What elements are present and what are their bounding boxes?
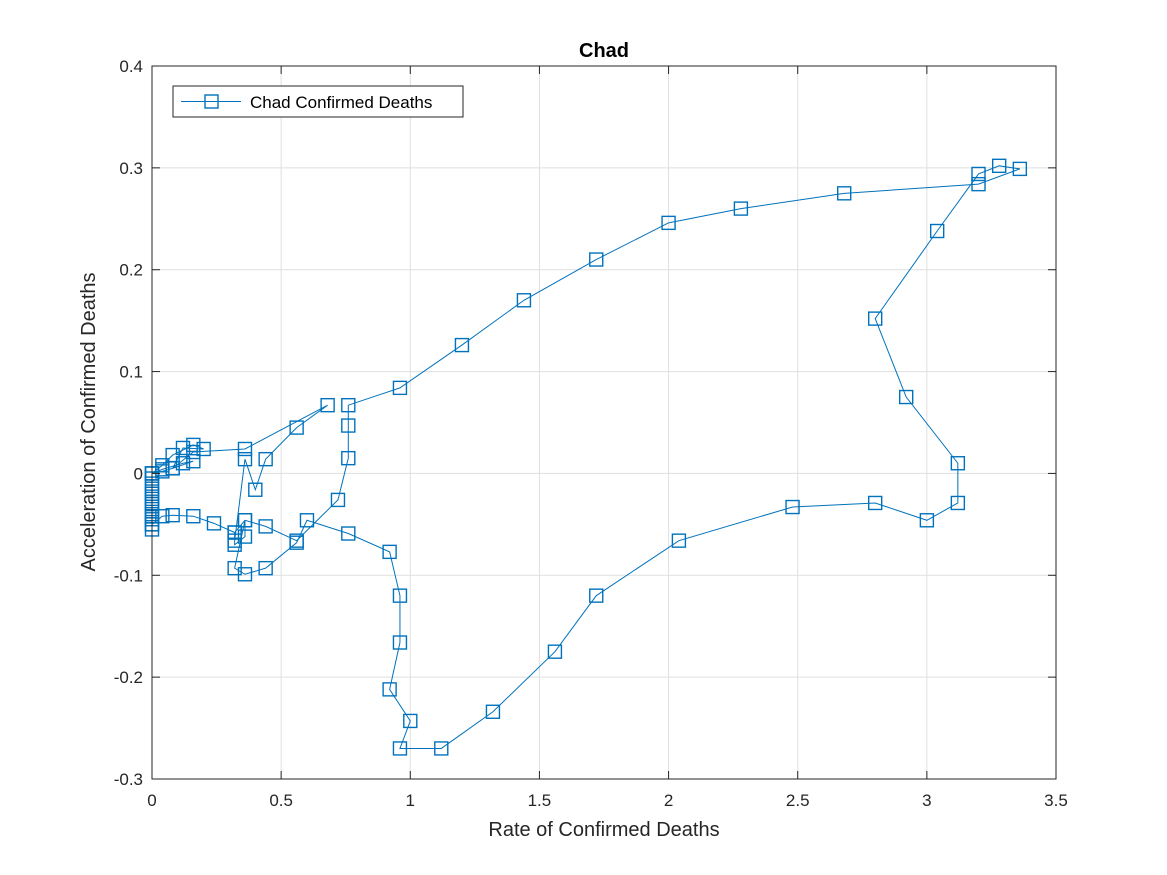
data-point: [186, 454, 201, 469]
data-point: [186, 444, 201, 460]
y-tick-label: 0.2: [119, 261, 143, 280]
data-point: [929, 223, 945, 239]
x-tick-label: 2.5: [786, 791, 810, 810]
data-point: [785, 499, 800, 515]
data-point: [175, 456, 191, 471]
data-point: [403, 713, 418, 729]
y-tick-label: 0.4: [119, 57, 143, 76]
data-point: [258, 519, 273, 534]
data-point: [330, 492, 346, 508]
data-point: [1012, 161, 1028, 177]
data-point: [589, 252, 604, 267]
data-point: [547, 644, 563, 659]
x-tick-label: 0: [147, 791, 156, 810]
data-point: [392, 588, 408, 603]
data-point: [733, 201, 749, 216]
data-point: [299, 513, 315, 528]
data-point: [165, 507, 180, 523]
data-point: [837, 186, 852, 201]
data-point: [341, 450, 356, 466]
legend-marker-sample: [204, 94, 219, 109]
y-tick-label: -0.1: [114, 566, 143, 585]
data-point: [392, 635, 408, 650]
data-point: [392, 741, 408, 756]
data-point: [919, 513, 935, 528]
axes-box: [151, 65, 1057, 780]
data-point: [237, 567, 253, 582]
data-point: [258, 451, 273, 467]
data-point: [341, 418, 356, 433]
data-point: [392, 380, 408, 396]
data-point: [971, 166, 986, 182]
data-point: [868, 495, 883, 511]
data-point: [165, 461, 180, 476]
data-point: [341, 397, 356, 413]
data-point: [320, 397, 335, 413]
x-tick-label: 1.5: [528, 791, 552, 810]
data-point: [237, 441, 253, 457]
x-axis-label: Rate of Confirmed Deaths: [488, 819, 719, 841]
y-tick-label: 0: [134, 464, 143, 483]
y-tick-label: 0.3: [119, 159, 143, 178]
data-point: [155, 464, 170, 479]
tick-labels: 0 0.5 1 1.5 2 2.5 3 3.5 -0.3 -0.2 -0.1 0 0.1 0.2 0.3 0.…: [114, 57, 1068, 810]
legend: Chad Confirmed Deaths: [172, 85, 464, 118]
data-point: [671, 533, 687, 548]
data-point: [382, 682, 397, 697]
data-point: [434, 741, 449, 756]
chart-title: Chad: [579, 40, 629, 62]
data-point: [898, 389, 914, 405]
data-point: [248, 482, 263, 497]
data-point: [196, 441, 211, 457]
data-point: [227, 533, 242, 548]
legend-label: Chad Confirmed Deaths: [250, 93, 432, 112]
data-point: [382, 544, 397, 560]
axes-layer: [151, 65, 1057, 780]
data-point: [155, 509, 170, 524]
data-point: [589, 588, 604, 603]
data-point: [950, 456, 966, 471]
data-point: [868, 311, 883, 326]
x-tick-label: 3: [922, 791, 931, 810]
plot-area: [152, 66, 1056, 779]
x-tick-label: 2: [664, 791, 673, 810]
data-point: [258, 560, 273, 576]
x-tick-label: 3.5: [1044, 791, 1068, 810]
data-point: [289, 533, 304, 548]
data-point: [237, 529, 253, 544]
data-point: [661, 215, 676, 231]
y-tick-label: 0.1: [119, 363, 143, 382]
data-point: [991, 158, 1007, 174]
data-point: [950, 495, 966, 511]
data-point: [971, 176, 986, 192]
data-point: [237, 451, 253, 467]
data-point: [206, 516, 222, 531]
x-tick-label: 1: [406, 791, 415, 810]
data-point: [175, 440, 191, 456]
data-point: [186, 509, 201, 524]
data-point: [227, 525, 242, 540]
data-point: [454, 337, 470, 353]
data-point: [485, 704, 501, 719]
y-tick-label: -0.3: [114, 770, 143, 789]
x-tick-label: 0.5: [269, 791, 293, 810]
y-axis-label: Acceleration of Confirmed Deaths: [78, 272, 100, 571]
data-point: [516, 293, 532, 308]
data-point: [237, 513, 253, 528]
data-point: [341, 526, 356, 541]
data-point: [289, 420, 304, 435]
y-tick-label: -0.2: [114, 668, 143, 687]
